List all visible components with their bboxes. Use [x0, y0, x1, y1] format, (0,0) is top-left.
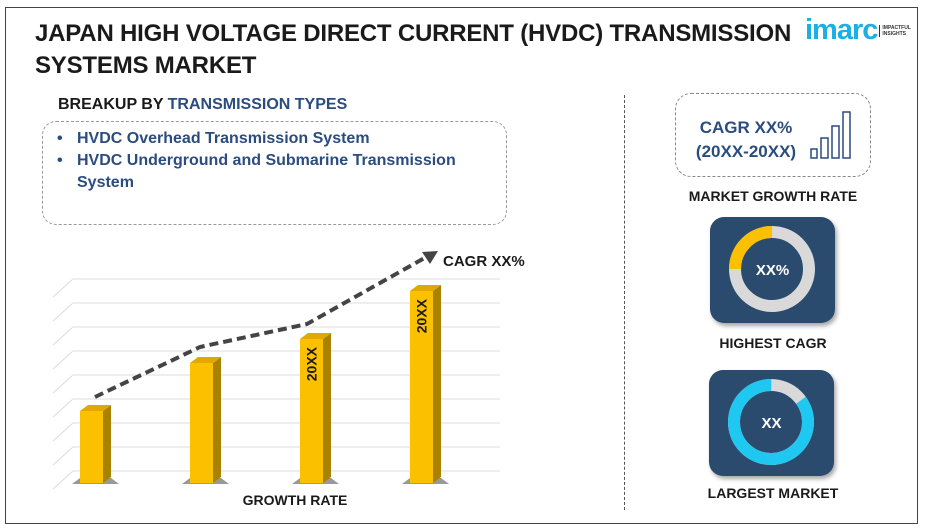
logo-word: imarc — [805, 14, 878, 46]
bar-chart-icon — [810, 111, 851, 159]
logo-tagline: IMPACTFUL INSIGHTS — [879, 24, 913, 37]
gridline-diagonal — [52, 302, 74, 322]
bar — [190, 363, 213, 483]
bar-side — [213, 357, 221, 483]
gridline-diagonal — [52, 350, 74, 370]
highest-cagr-label: HIGHEST CAGR — [719, 335, 827, 351]
bar-label: 20XX — [304, 346, 320, 381]
list-item: HVDC Underground and Submarine Transmiss… — [57, 150, 486, 194]
gridline-diagonal — [52, 326, 74, 346]
bar-side — [323, 333, 331, 483]
highest-cagr-donut — [729, 226, 815, 312]
breakup-heading: BREAKUP BY TRANSMISSION TYPES — [58, 96, 347, 114]
bar-side — [433, 285, 441, 483]
gridline-diagonal — [52, 374, 74, 394]
bar-side — [103, 405, 111, 483]
donut-segment — [729, 226, 815, 312]
bar-top — [190, 357, 221, 363]
breakup-prefix: BREAKUP BY — [58, 96, 168, 113]
gridline-diagonal — [52, 278, 74, 298]
page-title: JAPAN HIGH VOLTAGE DIRECT CURRENT (HVDC)… — [35, 20, 792, 79]
bar — [410, 291, 433, 483]
infographic-frame — [5, 7, 918, 524]
cagr-box: CAGR XX% (20XX-20XX) — [675, 93, 871, 177]
bar — [300, 339, 323, 483]
x-axis-label: GROWTH RATE — [243, 492, 348, 508]
bar-top — [80, 405, 111, 411]
cagr-value: CAGR XX% — [699, 118, 793, 137]
largest-market-value: XX — [761, 414, 782, 432]
largest-market-label: LARGEST MARKET — [707, 485, 839, 501]
imarc-logo: imarc IMPACTFUL INSIGHTS — [805, 14, 913, 47]
largest-market-donut — [728, 379, 814, 465]
gridline-diagonal — [52, 470, 74, 490]
breakup-highlight: TRANSMISSION TYPES — [167, 96, 348, 113]
gridline-diagonal — [52, 446, 74, 466]
divider — [624, 95, 625, 510]
donut-segment — [728, 379, 814, 465]
highest-cagr-value: XX% — [755, 261, 790, 279]
largest-market-tile: XX — [709, 370, 834, 476]
trend-arrowhead — [422, 251, 438, 264]
cagr-period: (20XX-20XX) — [695, 142, 797, 161]
bar-label: 20XX — [414, 298, 430, 333]
segment-list: HVDC Overhead Transmission System HVDC U… — [42, 121, 507, 225]
bar-top — [300, 333, 331, 339]
growth-chart: 20XX 20XX CAGR XX% GROWTH RATE — [52, 251, 525, 508]
bar-top — [410, 285, 441, 291]
gridline-diagonal — [52, 422, 74, 442]
trend-line — [94, 254, 429, 399]
gridline-diagonal — [52, 398, 74, 418]
trend-annotation: CAGR XX% — [443, 253, 525, 270]
highest-cagr-tile: XX% — [710, 217, 835, 323]
market-growth-label: MARKET GROWTH RATE — [688, 188, 858, 204]
list-item: HVDC Overhead Transmission System — [57, 128, 486, 150]
bar — [80, 411, 103, 483]
